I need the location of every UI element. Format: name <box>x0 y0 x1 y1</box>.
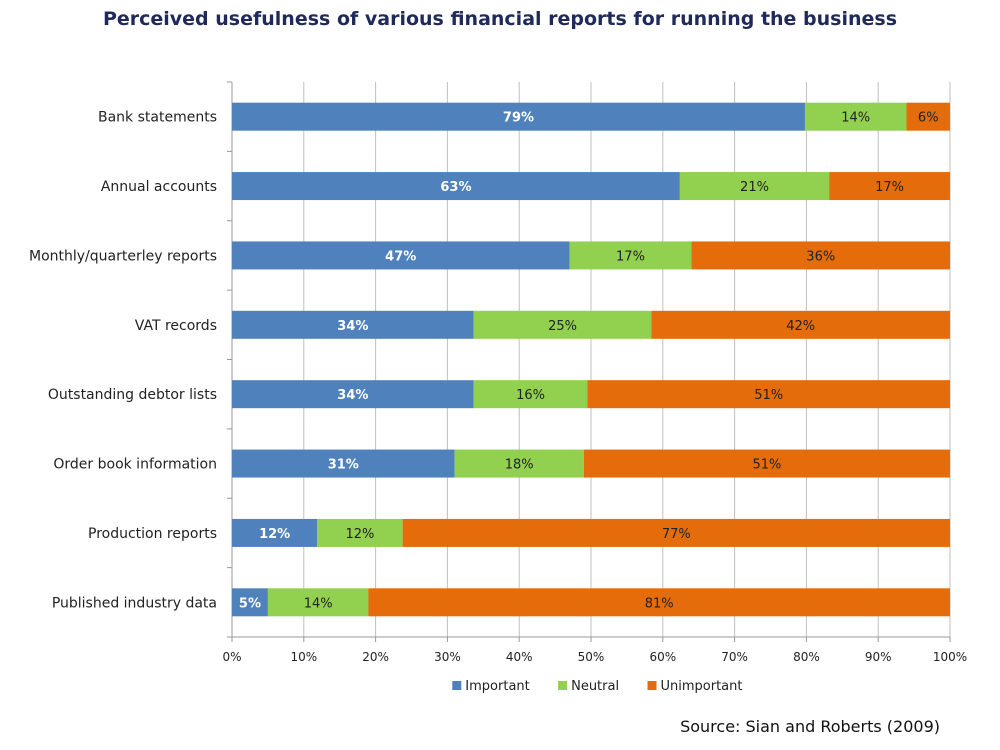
data-label-unimportant: 81% <box>645 596 674 611</box>
data-label-important: 34% <box>337 388 368 403</box>
data-label-unimportant: 51% <box>752 458 781 473</box>
bar-neutral <box>569 241 692 270</box>
legend-label-neutral: Neutral <box>571 679 619 694</box>
x-tick-label: 80% <box>793 650 820 664</box>
bar-neutral <box>473 310 652 339</box>
data-label-neutral: 12% <box>346 527 375 542</box>
chart-title: Perceived usefulness of various financia… <box>102 8 898 30</box>
x-tick-label: 0% <box>222 650 241 664</box>
data-label-neutral: 14% <box>841 111 870 126</box>
x-tick-label: 20% <box>362 650 389 664</box>
bar-neutral <box>317 518 403 547</box>
bar-important <box>232 172 680 201</box>
category-label: Annual accounts <box>101 179 217 195</box>
bar-unimportant <box>906 102 950 131</box>
data-label-important: 47% <box>385 249 416 264</box>
bar-unimportant <box>829 172 950 201</box>
x-tick-label: 100% <box>933 650 967 664</box>
bar-important <box>232 241 570 270</box>
bar-unimportant <box>402 518 950 547</box>
data-label-important: 34% <box>337 319 368 334</box>
category-label: Published industry data <box>52 595 217 611</box>
data-label-unimportant: 36% <box>806 249 835 264</box>
category-label: Bank statements <box>98 110 217 126</box>
bar-neutral <box>267 588 369 617</box>
data-label-unimportant: 51% <box>754 388 783 403</box>
data-label-neutral: 21% <box>740 180 769 195</box>
category-label: Order book information <box>53 457 217 473</box>
legend-swatch-neutral <box>558 681 568 690</box>
data-label-unimportant: 77% <box>662 527 691 542</box>
data-label-important: 31% <box>328 458 359 473</box>
x-tick-label: 90% <box>865 650 892 664</box>
bar-unimportant <box>587 380 950 409</box>
data-label-neutral: 17% <box>616 249 645 264</box>
source-note: Source: Sian and Roberts (2009) <box>680 717 940 736</box>
bar-unimportant <box>691 241 950 270</box>
x-tick-label: 30% <box>434 650 461 664</box>
category-label: Production reports <box>88 526 217 542</box>
bar-important <box>232 310 474 339</box>
x-tick-label: 40% <box>506 650 533 664</box>
data-label-neutral: 25% <box>548 319 577 334</box>
x-tick-label: 10% <box>290 650 317 664</box>
bar-important <box>232 449 455 478</box>
bar-unimportant <box>651 310 950 339</box>
bar-neutral <box>473 380 588 409</box>
legend-swatch-important <box>452 681 462 690</box>
category-label: Monthly/quarterley reports <box>29 248 217 264</box>
data-label-important: 63% <box>440 180 471 195</box>
category-label: Outstanding debtor lists <box>48 387 217 403</box>
legend-label-unimportant: Unimportant <box>661 679 743 694</box>
bar-important <box>232 588 268 617</box>
bar-neutral <box>454 449 584 478</box>
x-tick-label: 60% <box>649 650 676 664</box>
data-label-neutral: 14% <box>304 596 333 611</box>
data-label-important: 12% <box>259 527 290 542</box>
bar-unimportant <box>368 588 950 617</box>
data-label-unimportant: 17% <box>875 180 904 195</box>
bar-neutral <box>679 172 830 201</box>
data-label-neutral: 16% <box>516 388 545 403</box>
bar-important <box>232 518 318 547</box>
bar-important <box>232 102 805 131</box>
legend-swatch-unimportant <box>647 681 657 690</box>
bar-important <box>232 380 474 409</box>
data-label-unimportant: 6% <box>918 111 939 126</box>
data-label-important: 5% <box>239 596 261 611</box>
data-label-important: 79% <box>503 111 534 126</box>
bar-neutral <box>804 102 907 131</box>
data-label-unimportant: 42% <box>786 319 815 334</box>
category-label: VAT records <box>135 318 217 334</box>
data-label-neutral: 18% <box>505 458 534 473</box>
legend-label-important: Important <box>465 679 529 694</box>
bar-unimportant <box>583 449 950 478</box>
x-tick-label: 50% <box>578 650 605 664</box>
x-tick-label: 70% <box>721 650 748 664</box>
